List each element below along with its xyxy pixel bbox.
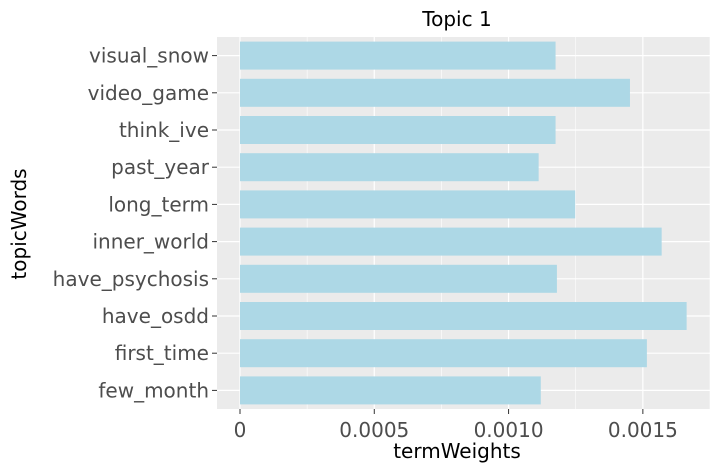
bar-first_time	[239, 339, 647, 368]
bar-inner_world	[239, 227, 662, 256]
bar-visual_snow	[239, 41, 556, 70]
x-axis-ticks: 0 0.0005 0.0010 0.0015	[234, 409, 678, 442]
bars	[239, 41, 687, 405]
y-tick-label: have_psychosis	[53, 267, 209, 291]
y-tick-label: visual_snow	[89, 44, 209, 68]
bar-few_month	[239, 376, 541, 405]
y-tick-label: long_term	[108, 192, 209, 216]
bar-video_game	[239, 78, 630, 107]
bar-long_term	[239, 190, 576, 219]
x-tick-label: 0.0005	[339, 418, 409, 442]
bar-think_ive	[239, 116, 556, 144]
chart-title: Topic 1	[421, 7, 491, 31]
x-tick-label: 0.0010	[474, 418, 544, 442]
y-tick-label: video_game	[88, 81, 209, 105]
bar-have_osdd	[239, 302, 687, 330]
y-axis-label: topicWords	[7, 168, 31, 279]
y-tick-label: think_ive	[119, 118, 209, 142]
y-tick-label: inner_world	[92, 230, 209, 254]
y-tick-label: past_year	[111, 155, 210, 179]
x-tick-label: 0	[234, 418, 247, 442]
y-tick-label: have_osdd	[102, 304, 209, 328]
y-axis-ticks: visual_snow video_game think_ive past_yearl…	[53, 44, 217, 402]
x-tick-label: 0.0015	[608, 418, 678, 442]
x-axis-label: termWeights	[393, 439, 521, 463]
y-tick-label: few_month	[98, 378, 209, 402]
bar-past_year	[239, 153, 539, 182]
y-tick-label: first_time	[115, 341, 209, 365]
bar-have_psychosis	[239, 264, 557, 293]
